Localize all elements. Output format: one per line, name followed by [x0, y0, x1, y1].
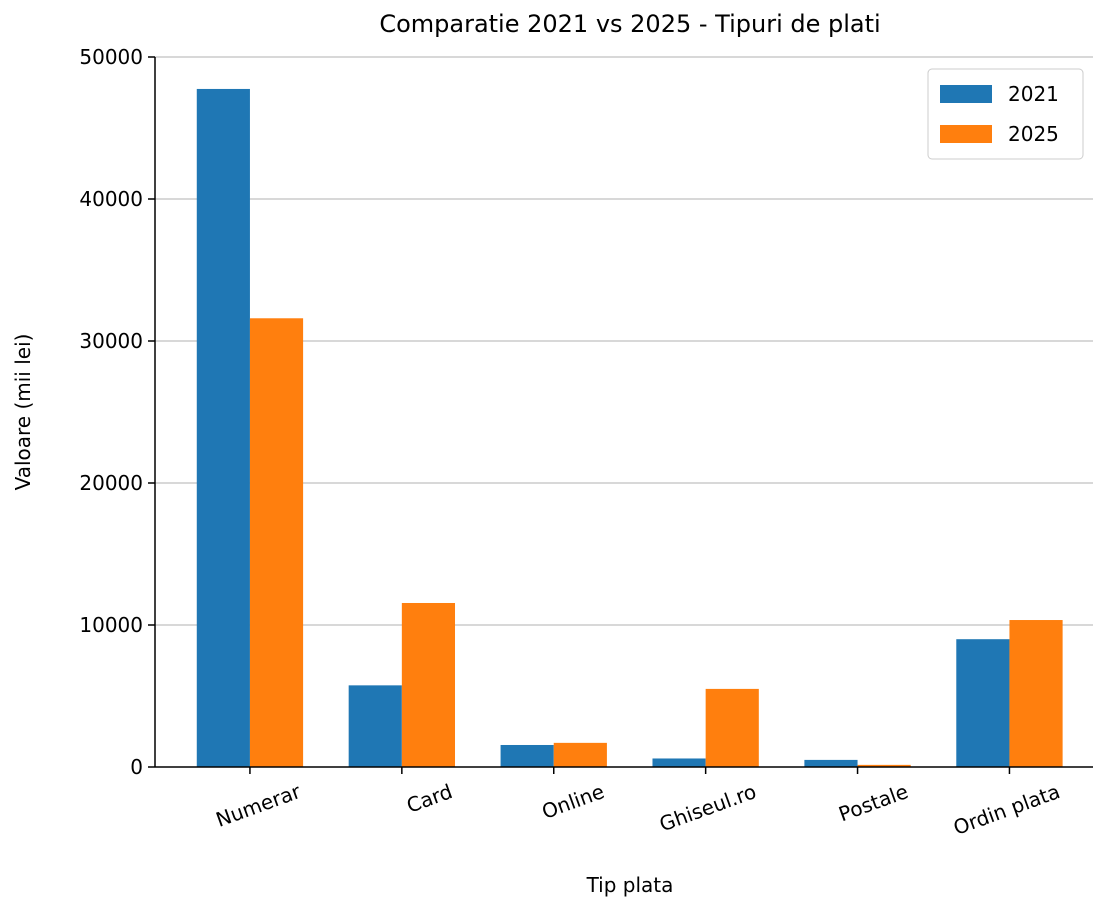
x-tick-label: Card	[403, 779, 455, 818]
bar	[196, 88, 250, 767]
y-tick-label: 50000	[79, 45, 143, 69]
legend-swatch	[940, 125, 992, 143]
y-tick-label: 40000	[79, 187, 143, 211]
y-tick-label: 10000	[79, 613, 143, 637]
legend-label: 2025	[1008, 122, 1059, 146]
legend-swatch	[940, 85, 992, 103]
bar	[401, 602, 456, 767]
bar	[705, 688, 759, 767]
bar	[249, 318, 304, 767]
legend-label: 2021	[1008, 82, 1059, 106]
y-tick-label: 20000	[79, 471, 143, 495]
y-tick-label: 30000	[79, 329, 143, 353]
bar	[956, 639, 1010, 767]
bar	[1009, 620, 1063, 767]
x-tick-label: Ghiseul.ro	[656, 779, 759, 836]
x-tick-label: Ordin plata	[950, 779, 1063, 840]
x-tick-label: Numerar	[213, 779, 305, 832]
bar	[348, 685, 402, 767]
bar	[857, 764, 911, 767]
bar	[652, 758, 706, 767]
x-axis-label: Tip plata	[586, 873, 674, 897]
legend-box	[927, 68, 1084, 160]
y-tick-label: 0	[130, 755, 143, 779]
y-axis-label: Valoare (mii lei)	[11, 334, 35, 491]
x-tick-label: Postale	[835, 779, 911, 826]
chart-title: Comparatie 2021 vs 2025 - Tipuri de plat…	[379, 10, 880, 38]
x-tick-label: Online	[539, 779, 608, 824]
bar	[553, 742, 607, 767]
bar	[804, 759, 858, 767]
bar	[500, 744, 554, 767]
